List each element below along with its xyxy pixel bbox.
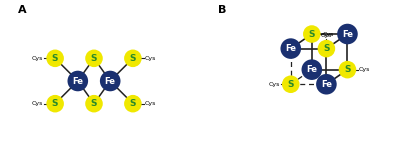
Text: Cys: Cys xyxy=(32,56,43,61)
Text: Fe: Fe xyxy=(342,29,353,39)
Text: Cys: Cys xyxy=(321,33,332,38)
Text: A: A xyxy=(18,5,26,15)
Text: Fe: Fe xyxy=(306,65,317,74)
Text: S: S xyxy=(323,44,330,53)
Point xyxy=(130,102,136,105)
Point xyxy=(288,47,294,50)
Text: S: S xyxy=(52,54,58,63)
Point xyxy=(344,33,351,35)
Point xyxy=(74,80,81,82)
Point xyxy=(91,102,97,105)
Text: S: S xyxy=(308,29,315,39)
Text: S: S xyxy=(52,99,58,108)
Text: Cys: Cys xyxy=(268,82,280,87)
Text: S: S xyxy=(130,54,136,63)
Text: Fe: Fe xyxy=(285,44,296,53)
Text: Cys: Cys xyxy=(145,101,156,106)
Text: Cys: Cys xyxy=(323,32,334,36)
Text: S: S xyxy=(91,99,97,108)
Text: Cys: Cys xyxy=(358,67,370,72)
Point xyxy=(323,83,330,86)
Text: B: B xyxy=(218,5,226,15)
Point xyxy=(91,57,97,60)
Point xyxy=(344,68,351,71)
Point xyxy=(130,57,136,60)
Text: S: S xyxy=(130,99,136,108)
Text: Cys: Cys xyxy=(145,56,156,61)
Point xyxy=(52,102,58,105)
Point xyxy=(309,33,315,35)
Text: Fe: Fe xyxy=(105,76,116,86)
Point xyxy=(288,83,294,86)
Text: Fe: Fe xyxy=(72,76,83,86)
Point xyxy=(52,57,58,60)
Point xyxy=(309,68,315,71)
Text: S: S xyxy=(344,65,351,74)
Text: Cys: Cys xyxy=(32,101,43,106)
Text: S: S xyxy=(288,80,294,89)
Text: Fe: Fe xyxy=(321,80,332,89)
Text: S: S xyxy=(91,54,97,63)
Point xyxy=(107,80,114,82)
Point xyxy=(323,47,330,50)
